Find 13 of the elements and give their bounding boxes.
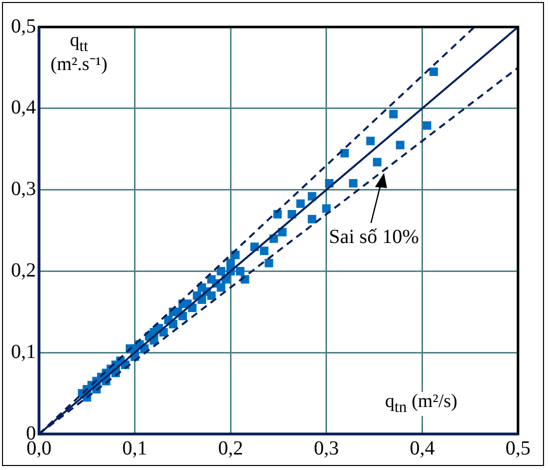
- y-tick-label: 0,3: [11, 178, 36, 200]
- x-tick-label: 0,3: [314, 437, 339, 460]
- y-tick-label: 0,5: [11, 15, 36, 38]
- y-axis-title: q$_{tt}$ (m².s⁻¹): [50, 30, 108, 76]
- y-tick-label: 0,4: [11, 96, 36, 119]
- annotation: Sai số 10%: [328, 226, 419, 248]
- x-tick-label: 0,2: [218, 437, 244, 460]
- x-tick-label: 0,4: [410, 437, 435, 460]
- y-tick-label: 0,2: [11, 259, 36, 282]
- y-tick-label: 0,1: [11, 340, 36, 363]
- x-tick-label: 0,1: [122, 437, 148, 460]
- x-axis-title: q$_{tn}$ (m²/s): [383, 391, 460, 416]
- x-tick-label: 0,5: [506, 437, 530, 460]
